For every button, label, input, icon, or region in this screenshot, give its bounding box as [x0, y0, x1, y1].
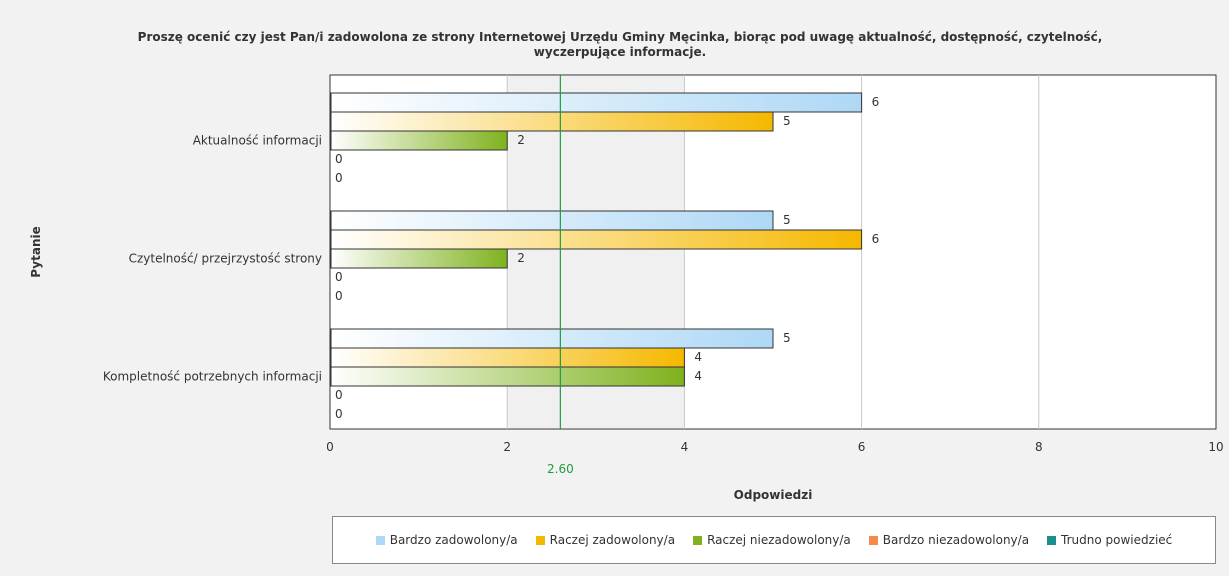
bar[interactable]	[330, 328, 774, 349]
legend-label: Raczej zadowolony/a	[549, 533, 676, 547]
category-label: Kompletność potrzebnych informacji	[103, 370, 322, 384]
bar-value-label: 0	[335, 152, 343, 166]
legend-swatch	[375, 535, 385, 545]
bar-value-label: 0	[335, 171, 343, 185]
category-label: Czytelność/ przejrzystość strony	[129, 252, 322, 266]
bar[interactable]	[330, 130, 508, 151]
x-tick-label: 2	[503, 440, 511, 454]
x-tick-label: 8	[1035, 440, 1043, 454]
bar-value-label: 0	[335, 388, 343, 402]
bar-value-label: 2	[517, 133, 525, 147]
bar-value-label: 4	[694, 350, 702, 364]
x-tick-label: 4	[681, 440, 689, 454]
bar-value-label: 0	[335, 407, 343, 421]
legend-label: Raczej niezadowolony/a	[707, 533, 851, 547]
bar[interactable]	[330, 366, 685, 387]
legend-label: Bardzo niezadowolony/a	[882, 533, 1030, 547]
legend-item[interactable]: Raczej zadowolony/a	[535, 533, 676, 547]
bar[interactable]	[330, 210, 774, 231]
x-tick-label: 10	[1208, 440, 1223, 454]
chart-title-line-1: Proszę ocenić czy jest Pan/i zadowolona …	[138, 30, 1103, 44]
bar-value-label: 5	[783, 114, 791, 128]
chart-title-line-2: wyczerpujące informacje.	[534, 45, 706, 59]
bar[interactable]	[330, 347, 685, 368]
bar-value-label: 6	[872, 232, 880, 246]
bar-value-label: 4	[694, 369, 702, 383]
chart-svg: Proszę ocenić czy jest Pan/i zadowolona …	[29, 30, 1224, 502]
x-axis-title: Odpowiedzi	[734, 488, 813, 502]
legend-swatch	[535, 535, 545, 545]
bar-value-label: 5	[783, 331, 791, 345]
legend-swatch	[693, 535, 703, 545]
bar[interactable]	[330, 248, 508, 269]
x-tick-label: 6	[858, 440, 866, 454]
legend-item[interactable]: Bardzo niezadowolony/a	[868, 533, 1030, 547]
y-axis-title: Pytanie	[29, 226, 43, 277]
legend-label: Bardzo zadowolony/a	[389, 533, 518, 547]
bar-value-label: 0	[335, 270, 343, 284]
legend-item[interactable]: Raczej niezadowolony/a	[693, 533, 851, 547]
legend-swatch	[1047, 535, 1057, 545]
legend-item[interactable]: Bardzo zadowolony/a	[375, 533, 518, 547]
bar-value-label: 5	[783, 213, 791, 227]
mean-line-label: 2.60	[547, 462, 574, 476]
bar[interactable]	[330, 92, 863, 113]
bar-value-label: 6	[872, 95, 880, 109]
x-tick-label: 0	[326, 440, 334, 454]
bar-value-label: 0	[335, 289, 343, 303]
bar-value-label: 2	[517, 251, 525, 265]
bar[interactable]	[330, 229, 863, 250]
category-label: Aktualność informacji	[193, 134, 322, 148]
legend-item[interactable]: Trudno powiedzieć	[1047, 533, 1172, 547]
legend-swatch	[868, 535, 878, 545]
legend-label: Trudno powiedzieć	[1061, 533, 1173, 547]
bar[interactable]	[330, 111, 774, 132]
legend: Bardzo zadowolony/a Raczej zadowolony/a Ra…	[332, 516, 1216, 564]
